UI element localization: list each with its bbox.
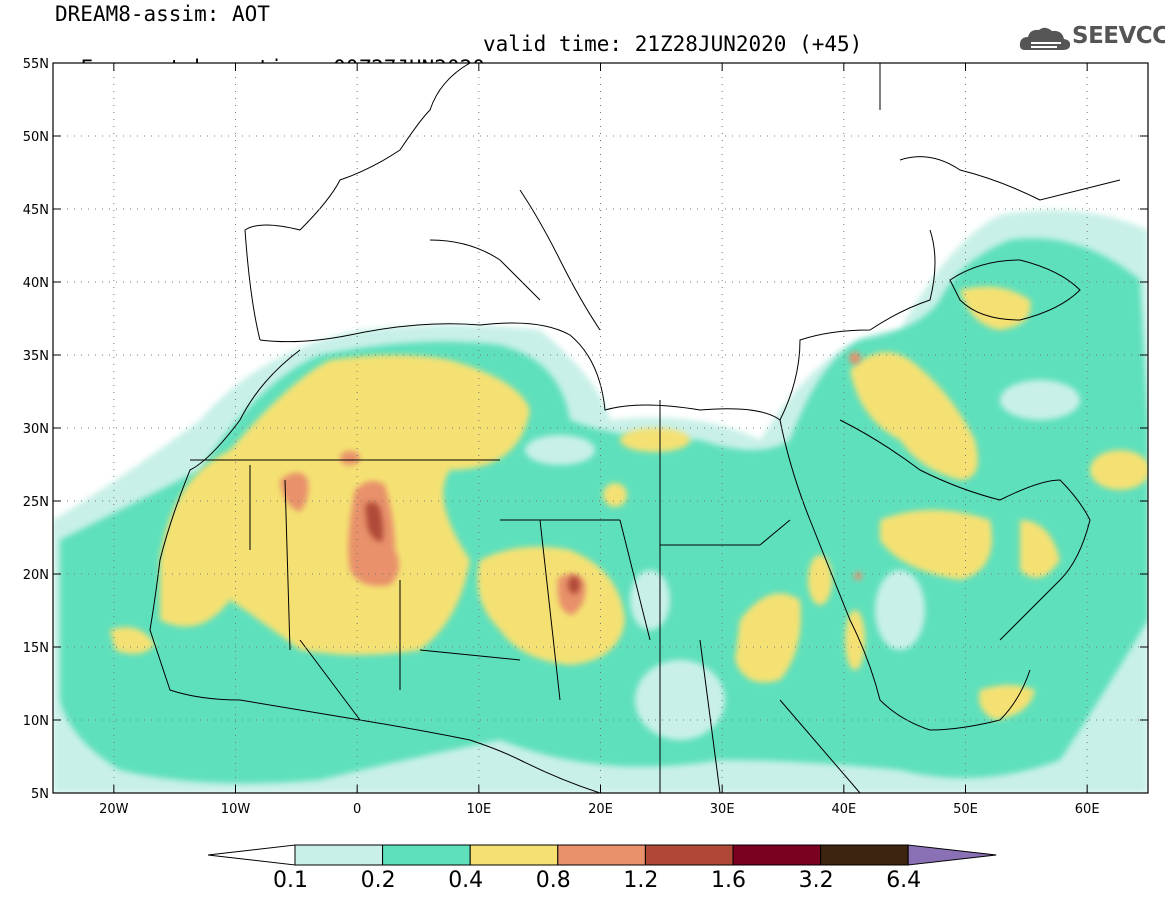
colorbar-segment — [294, 844, 384, 866]
colorbar-label: 0.8 — [535, 868, 571, 893]
lon-label: 10W — [221, 802, 251, 817]
coastlines — [149, 63, 1121, 793]
graticule — [53, 63, 1148, 793]
colorbar-label: 0.2 — [360, 868, 396, 893]
lat-axis: 55N 50N 45N 40N 35N 30N 25N 20N 15N 10N 5N — [23, 57, 49, 802]
lon-label: 50E — [953, 802, 978, 817]
colorbar-segment — [644, 844, 734, 866]
colorbar-label: 0.4 — [448, 868, 484, 893]
colorbar-segment — [382, 844, 471, 866]
lon-axis: 20W 10W 0 10E 20E 30E 40E 50E 60E — [99, 802, 1099, 817]
colorbar-segment — [820, 844, 909, 866]
colorbar-segment — [732, 844, 822, 866]
lat-label: 20N — [23, 568, 49, 583]
lat-label: 15N — [23, 641, 49, 656]
aot-field — [53, 63, 1148, 793]
lat-label: 30N — [23, 422, 49, 437]
colorbar-label: 0.1 — [273, 868, 308, 893]
lat-label: 25N — [23, 495, 49, 510]
lon-label: 20W — [99, 802, 129, 817]
colorbar-label: 6.4 — [886, 868, 922, 893]
lat-label: 50N — [23, 130, 49, 145]
lon-label: 60E — [1075, 802, 1100, 817]
lat-label: 45N — [23, 203, 49, 218]
colorbar-segment — [557, 844, 646, 866]
map-title: DREAM8-assim: AOT — [55, 2, 270, 26]
lon-label: 10E — [466, 802, 491, 817]
valid-time: valid time: 21Z28JUN2020 (+45) — [483, 32, 863, 56]
lat-label: 5N — [31, 787, 49, 802]
colorbar-arrow-high — [907, 844, 997, 866]
lat-label: 10N — [23, 714, 49, 729]
cloud-icon — [1019, 27, 1071, 50]
lon-label: 30E — [710, 802, 735, 817]
colorbar-label: 1.6 — [711, 868, 746, 893]
lat-label: 35N — [23, 349, 49, 364]
lon-label: 20E — [588, 802, 613, 817]
colorbar-label: 3.2 — [798, 868, 834, 893]
lon-label: 40E — [831, 802, 856, 817]
colorbar-label: 1.2 — [623, 868, 659, 893]
lon-label: 0 — [353, 802, 361, 817]
lat-label: 40N — [23, 276, 49, 291]
colorbar-arrow-low — [207, 844, 296, 866]
colorbar-segment — [469, 844, 559, 866]
lat-label: 55N — [23, 57, 49, 72]
colorbar — [207, 844, 997, 866]
logo-text: SEEVCCC — [1072, 23, 1165, 49]
